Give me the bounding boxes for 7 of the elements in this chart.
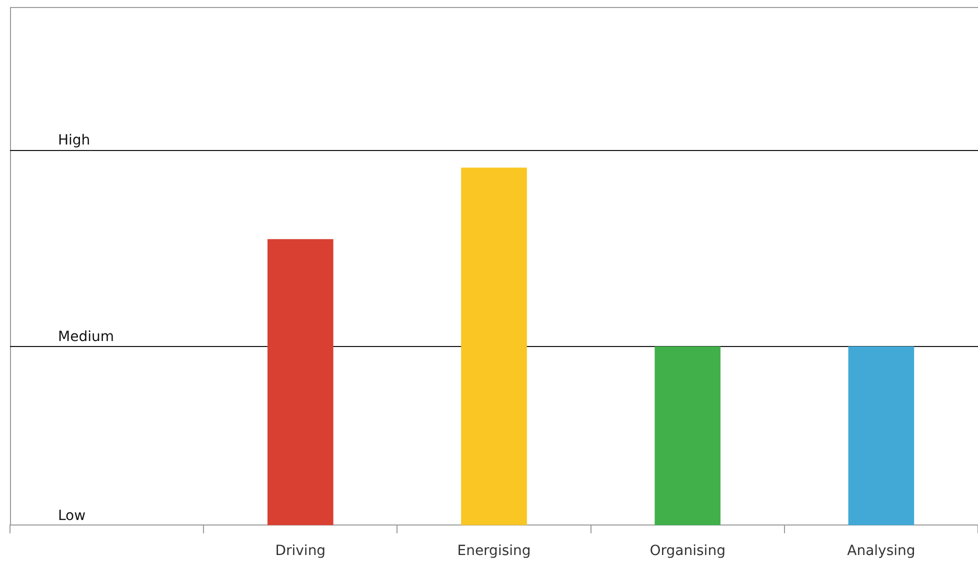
ref-line-label: Medium <box>58 329 114 346</box>
ref-line-label: High <box>58 132 90 148</box>
x-tick-label: Analysing <box>847 543 916 560</box>
annotation: Low <box>58 508 86 524</box>
x-tick-label: Energising <box>457 543 531 560</box>
x-tick-label: Driving <box>275 543 326 560</box>
x-tick-label: Organising <box>650 543 726 560</box>
